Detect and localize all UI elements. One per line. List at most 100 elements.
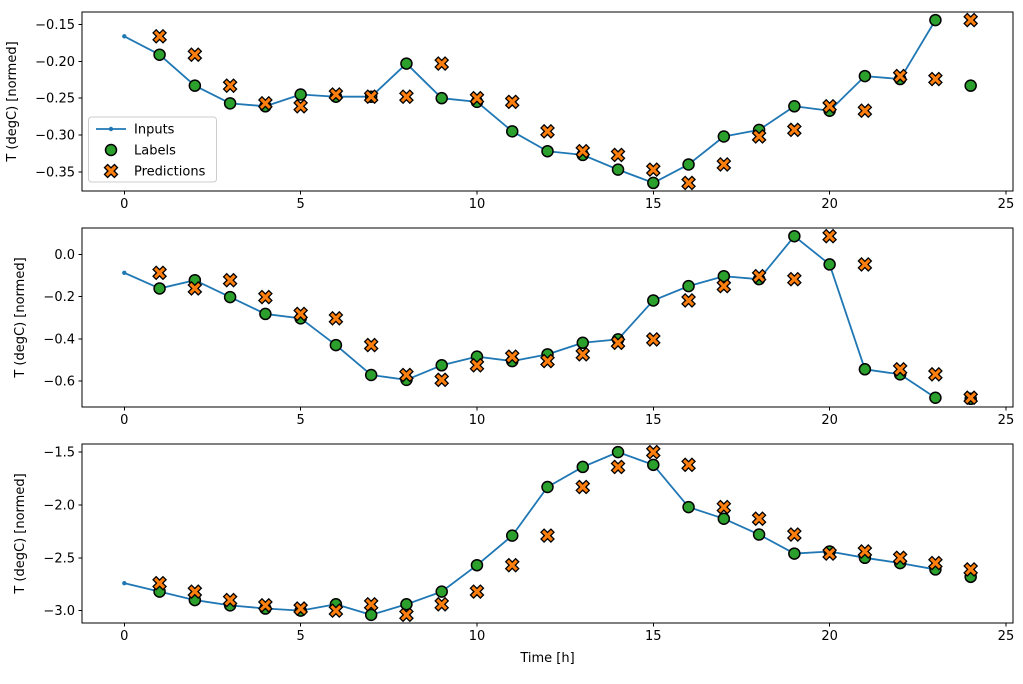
prediction-x-marker bbox=[927, 366, 943, 382]
prediction-x-marker bbox=[963, 390, 979, 406]
label-circle-marker bbox=[647, 294, 660, 307]
label-circle-marker bbox=[541, 144, 554, 158]
x-tick-label: 25 bbox=[998, 629, 1015, 644]
plot-frame bbox=[81, 227, 1014, 408]
label-circle-marker bbox=[400, 57, 413, 70]
prediction-x-marker bbox=[222, 272, 238, 288]
prediction-x-marker bbox=[786, 271, 802, 287]
prediction-x-marker bbox=[751, 268, 767, 284]
label-circle-marker bbox=[964, 79, 977, 92]
prediction-x-marker bbox=[927, 555, 943, 571]
prediction-x-marker bbox=[187, 281, 203, 296]
y-tick-label: −0.2 bbox=[43, 290, 75, 305]
x-tick-label: 10 bbox=[469, 197, 486, 212]
x-axis-ticks: 0 5 10 15 20 25 bbox=[120, 623, 1014, 644]
label-circle-marker bbox=[788, 229, 801, 243]
prediction-x-marker bbox=[293, 98, 309, 114]
label-circle-marker bbox=[400, 598, 413, 611]
prediction-x-marker bbox=[399, 607, 414, 623]
label-circle-marker bbox=[153, 48, 166, 61]
y-axis-ticks: −1.5 −2.0 −2.5 −3.0 bbox=[43, 446, 82, 619]
x-axis-ticks: 0 5 10 15 20 25 bbox=[120, 191, 1014, 212]
prediction-x-marker bbox=[963, 12, 979, 28]
prediction-x-marker bbox=[469, 584, 485, 600]
input-dot-marker bbox=[122, 580, 127, 586]
input-dot-marker bbox=[122, 34, 127, 39]
prediction-x-marker bbox=[504, 94, 520, 110]
x-tick-label: 5 bbox=[297, 413, 305, 428]
legend-label: Inputs bbox=[134, 123, 175, 138]
prediction-x-marker bbox=[575, 346, 591, 362]
y-tick-label: −0.20 bbox=[35, 55, 75, 70]
label-circle-marker bbox=[682, 279, 695, 293]
label-circle-marker bbox=[223, 97, 237, 110]
label-circle-marker bbox=[294, 88, 307, 101]
predictions-scatter bbox=[152, 444, 979, 623]
prediction-x-marker bbox=[222, 78, 238, 94]
prediction-x-marker bbox=[399, 89, 414, 105]
label-circle-marker bbox=[223, 290, 237, 304]
label-circle-marker bbox=[364, 368, 378, 382]
prediction-x-marker bbox=[399, 367, 414, 383]
y-tick-label: −2.5 bbox=[43, 551, 75, 566]
label-circle-marker bbox=[858, 363, 872, 376]
prediction-x-marker bbox=[540, 123, 555, 139]
prediction-x-marker bbox=[645, 444, 661, 460]
y-tick-label: −1.5 bbox=[43, 446, 75, 461]
label-circle-marker bbox=[647, 458, 660, 472]
prediction-x-marker bbox=[857, 257, 873, 272]
y-tick-label: 0.0 bbox=[54, 248, 75, 263]
prediction-x-marker bbox=[610, 335, 626, 351]
legend: Inputs Labels Predictions bbox=[88, 116, 217, 183]
prediction-x-marker bbox=[257, 95, 273, 111]
prediction-x-marker bbox=[681, 457, 696, 473]
prediction-x-marker bbox=[222, 592, 238, 608]
y-axis-ticks: −0.15 −0.20 −0.25 −0.30 −0.35 bbox=[35, 18, 82, 180]
label-circle-marker bbox=[435, 585, 448, 598]
prediction-x-marker bbox=[822, 98, 838, 114]
label-circle-marker bbox=[576, 460, 590, 474]
prediction-x-marker bbox=[540, 528, 555, 544]
prediction-x-marker bbox=[892, 550, 908, 566]
predictions-scatter bbox=[152, 228, 979, 406]
prediction-x-marker bbox=[469, 90, 485, 106]
prediction-x-marker bbox=[927, 71, 943, 87]
y-tick-label: −0.6 bbox=[43, 374, 75, 389]
y-tick-label: −2.0 bbox=[43, 498, 75, 513]
prediction-x-marker bbox=[152, 28, 168, 44]
x-tick-label: 25 bbox=[998, 197, 1015, 212]
prediction-x-marker bbox=[434, 596, 450, 612]
y-axis-title: T (degC) [normed] bbox=[5, 41, 20, 162]
x-tick-label: 5 bbox=[297, 197, 305, 212]
prediction-x-marker bbox=[822, 546, 838, 562]
prediction-x-marker bbox=[716, 499, 732, 515]
subplot-2: 0 5 10 15 20 25 0.0 −0.2 −0.4 −0.6 T (degC) [norme… bbox=[13, 227, 1014, 428]
x-tick-label: 15 bbox=[645, 197, 662, 212]
prediction-x-marker bbox=[328, 603, 344, 619]
label-circle-marker bbox=[505, 529, 519, 542]
prediction-x-marker bbox=[610, 147, 626, 163]
x-tick-label: 10 bbox=[469, 629, 486, 644]
plot-frame bbox=[81, 11, 1014, 192]
prediction-x-marker bbox=[822, 228, 838, 244]
label-circle-marker bbox=[435, 359, 448, 372]
label-circle-marker bbox=[788, 100, 801, 113]
x-tick-label: 0 bbox=[120, 197, 128, 212]
prediction-x-marker bbox=[786, 527, 802, 542]
x-tick-label: 0 bbox=[120, 629, 128, 644]
label-circle-marker bbox=[929, 13, 942, 27]
label-circle-marker bbox=[717, 512, 731, 525]
prediction-x-marker bbox=[363, 337, 379, 353]
prediction-x-marker bbox=[645, 162, 661, 178]
label-circle-marker bbox=[682, 500, 695, 514]
predictions-legend-marker bbox=[103, 163, 119, 179]
prediction-x-marker bbox=[328, 310, 344, 326]
x-tick-label: 10 bbox=[469, 413, 486, 428]
prediction-x-marker bbox=[187, 584, 203, 600]
prediction-x-marker bbox=[363, 89, 379, 105]
y-tick-label: −0.4 bbox=[43, 332, 75, 347]
prediction-x-marker bbox=[434, 372, 450, 388]
label-circle-marker bbox=[259, 307, 272, 321]
subplot-3: 0 5 10 15 20 25 −1.5 −2.0 −2.5 −3.0 T (degC) [norm… bbox=[13, 443, 1014, 666]
